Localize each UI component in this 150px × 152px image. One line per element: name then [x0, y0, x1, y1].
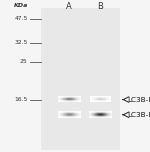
Text: 47.5: 47.5: [14, 17, 28, 21]
Text: LC3B-II: LC3B-II: [127, 112, 150, 118]
Text: LC3B-I: LC3B-I: [127, 97, 150, 103]
Bar: [40, 8, 120, 150]
Text: B: B: [98, 2, 103, 11]
Text: 32.5: 32.5: [14, 40, 28, 45]
Text: KDa: KDa: [13, 3, 28, 8]
Text: 25: 25: [20, 59, 28, 64]
Text: A: A: [66, 2, 72, 11]
Text: 16.5: 16.5: [14, 97, 28, 102]
